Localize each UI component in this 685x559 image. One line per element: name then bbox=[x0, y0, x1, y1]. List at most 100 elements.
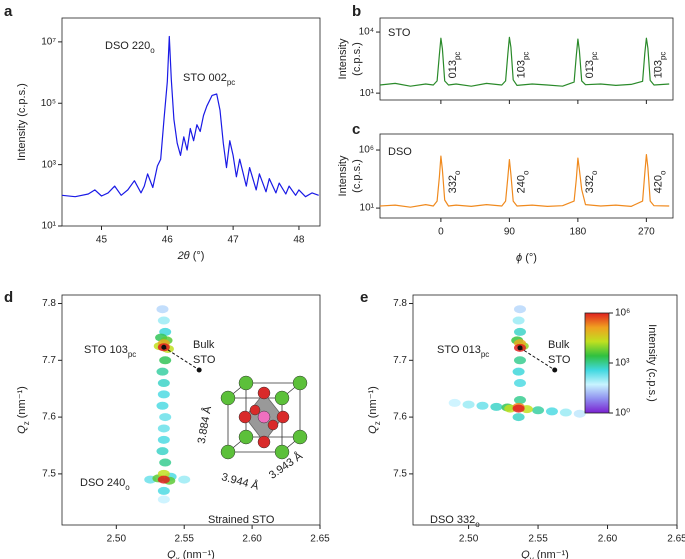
text-part: 013 bbox=[447, 60, 459, 78]
annotation: DSO 240o bbox=[80, 477, 130, 492]
colorbar bbox=[584, 312, 610, 414]
intensity-spot bbox=[559, 408, 572, 417]
y-tick-label: 10⁴ bbox=[359, 27, 374, 38]
plot-frame bbox=[61, 294, 321, 526]
x-tick-label: 47 bbox=[228, 235, 240, 246]
text-part: o bbox=[521, 170, 530, 175]
text-part: pc bbox=[481, 350, 489, 359]
y-tick-label: 7.5 bbox=[42, 469, 56, 480]
peak-label: 1̄03pc bbox=[652, 52, 667, 79]
text-part: z bbox=[373, 421, 382, 425]
annotation: Bulk bbox=[193, 339, 215, 351]
text-part: y bbox=[530, 555, 534, 559]
strain-line bbox=[519, 347, 555, 371]
text-part: pc bbox=[128, 350, 136, 359]
intensity-spot bbox=[156, 447, 169, 456]
x-tick-label: 46 bbox=[162, 235, 174, 246]
x-tick-label: 2.50 bbox=[459, 534, 479, 545]
text-part: (°) bbox=[190, 250, 205, 262]
text-part: STO bbox=[388, 27, 411, 39]
annotation: DSO 220o bbox=[105, 40, 155, 55]
colorbar-tick-label: 10⁰ bbox=[615, 408, 630, 419]
text-part: 240 bbox=[515, 175, 527, 193]
peak-label: 013pc bbox=[447, 52, 462, 79]
intensity-spot bbox=[157, 424, 170, 433]
peak-label: 33̄2o bbox=[584, 170, 599, 193]
text-part: STO 103 bbox=[84, 344, 128, 356]
text-part: STO 002 bbox=[183, 72, 227, 84]
text-part: o bbox=[475, 520, 480, 529]
text-part: DSO 332 bbox=[430, 514, 475, 526]
y-axis-label: Intensity bbox=[337, 155, 349, 196]
x-tick-label: 2.55 bbox=[528, 534, 548, 545]
text-part: DSO 240 bbox=[80, 477, 125, 489]
y-tick-label: 10¹ bbox=[42, 221, 57, 232]
y-tick-label: 7.5 bbox=[393, 469, 407, 480]
x-tick-label: 45 bbox=[96, 235, 108, 246]
data-line bbox=[379, 154, 670, 208]
panel-letter: e bbox=[360, 289, 368, 306]
text-part: Q bbox=[167, 549, 176, 559]
y-tick-label: 10¹ bbox=[360, 88, 375, 99]
annotation: STO 013pc bbox=[437, 344, 489, 359]
intensity-spot bbox=[513, 327, 526, 336]
annotation: STO bbox=[548, 354, 571, 366]
intensity-spot bbox=[573, 409, 586, 418]
annotation: Strained STO bbox=[208, 514, 275, 526]
text-part: STO bbox=[193, 354, 216, 366]
y-tick-label: 10⁶ bbox=[359, 145, 374, 156]
data-line bbox=[61, 35, 319, 198]
x-tick-label: 90 bbox=[504, 227, 516, 238]
crystal-inset bbox=[220, 375, 308, 460]
text-part: Bulk bbox=[193, 339, 215, 351]
colorbar-tick-label: 10³ bbox=[615, 358, 630, 369]
text-part: Strained STO bbox=[208, 514, 275, 526]
peak-label: 01̄3pc bbox=[584, 52, 599, 79]
intensity-spot bbox=[157, 495, 170, 504]
annotation: DSO bbox=[388, 146, 412, 158]
colorbar-label: Intensity (c.p.s.) bbox=[646, 324, 658, 402]
intensity-spot bbox=[513, 379, 526, 388]
text-part: o bbox=[150, 46, 155, 55]
bulk-position bbox=[552, 367, 558, 373]
panel-letter: a bbox=[4, 3, 13, 20]
x-axis-label: Qy (nm⁻¹) bbox=[521, 549, 569, 559]
y-axis-label: Qz (nm⁻¹) bbox=[367, 386, 382, 434]
text-part: (c.p.s.) bbox=[351, 42, 363, 76]
plot-frame bbox=[379, 17, 674, 101]
text-part: 420 bbox=[652, 175, 664, 193]
annotation: STO bbox=[388, 27, 411, 39]
plot-frame bbox=[412, 294, 678, 526]
intensity-spot bbox=[157, 469, 170, 478]
intensity-spot bbox=[513, 305, 526, 314]
annotation: STO 002pc bbox=[183, 72, 235, 87]
x-tick-label: 2.60 bbox=[242, 534, 262, 545]
text-part: (nm⁻¹) bbox=[16, 386, 28, 421]
x-tick-label: 48 bbox=[293, 235, 305, 246]
panel-letter: d bbox=[4, 289, 13, 306]
x-tick-label: 2.55 bbox=[174, 534, 194, 545]
text-part: o bbox=[125, 483, 130, 492]
text-part: Intensity bbox=[337, 155, 349, 196]
intensity-spot bbox=[490, 402, 503, 411]
bulk-position bbox=[196, 367, 202, 373]
x-tick-label: 2.60 bbox=[598, 534, 618, 545]
annotation: STO 103pc bbox=[84, 344, 136, 359]
text-part: DSO bbox=[388, 146, 412, 158]
text-part: pc bbox=[452, 52, 461, 60]
text-part: (nm⁻¹) bbox=[180, 549, 215, 559]
text-part: pc bbox=[521, 52, 530, 60]
y-axis-label: Intensity bbox=[337, 38, 349, 79]
intensity-spot bbox=[532, 406, 545, 415]
text-part: o bbox=[452, 170, 461, 175]
strained-peak bbox=[161, 344, 167, 350]
intensity-spot bbox=[513, 396, 526, 405]
intensity-spot bbox=[157, 475, 170, 484]
intensity-spot bbox=[157, 486, 170, 495]
intensity-spot bbox=[159, 356, 172, 365]
panel-letter: c bbox=[352, 121, 360, 138]
intensity-spot bbox=[156, 401, 169, 410]
intensity-spot bbox=[462, 400, 475, 409]
colorbar-tick-label: 10⁶ bbox=[615, 308, 630, 319]
